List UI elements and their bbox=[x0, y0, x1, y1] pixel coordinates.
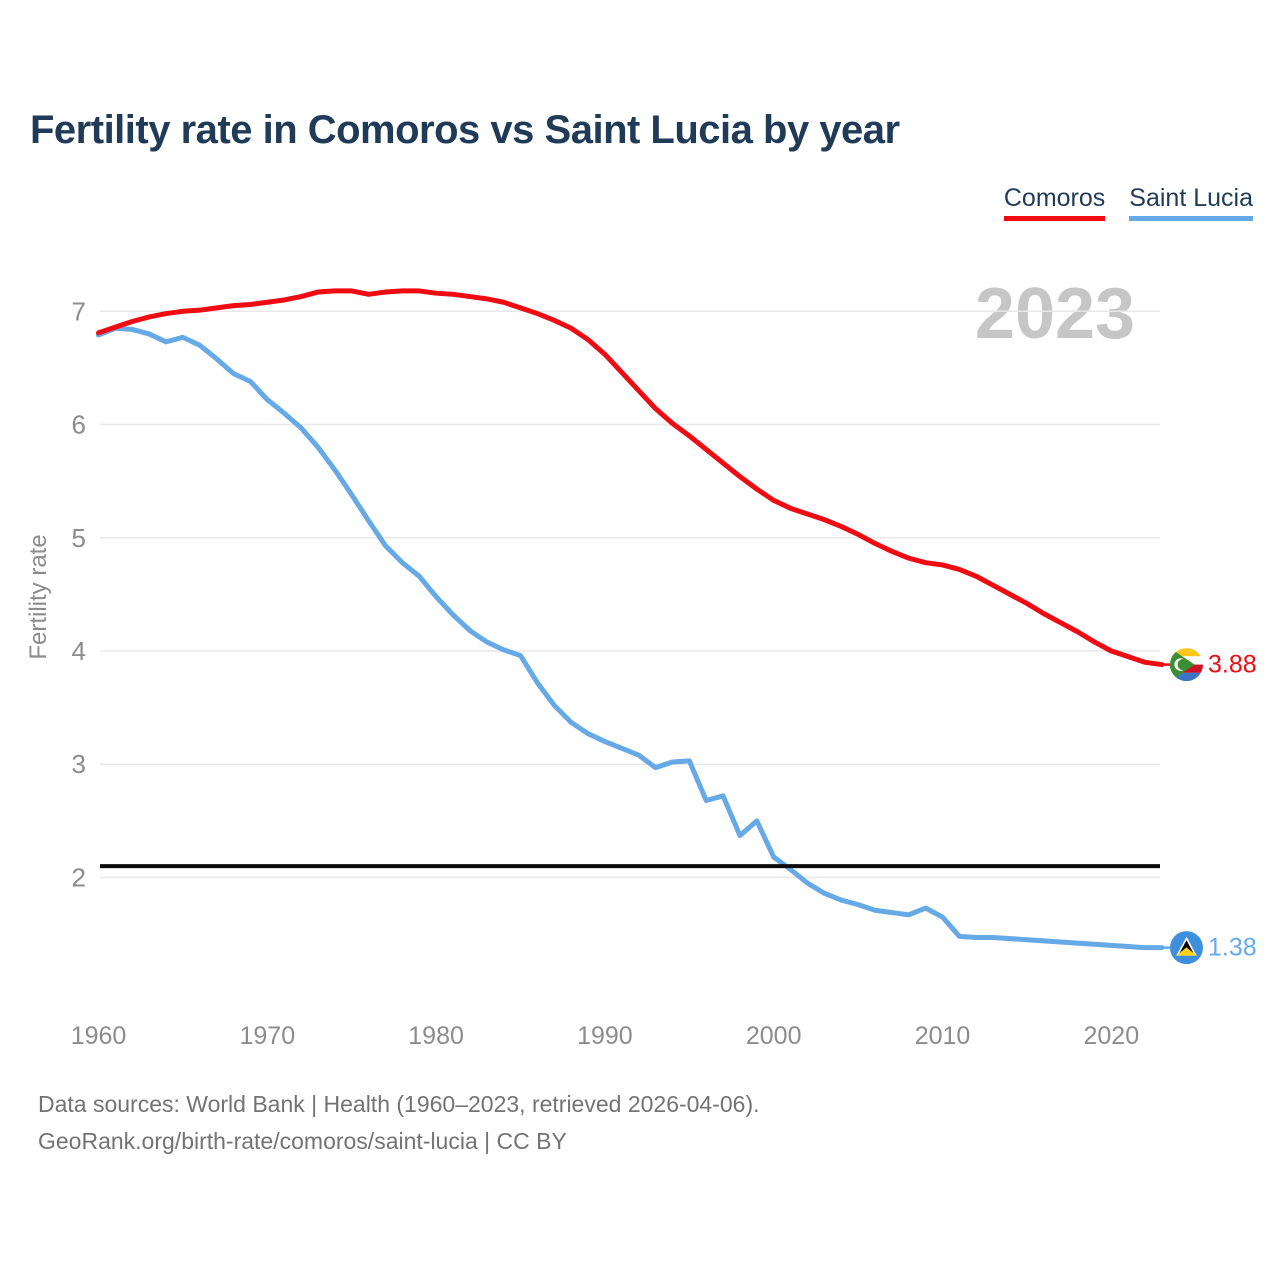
x-tick-1990: 1990 bbox=[577, 1022, 633, 1050]
saint-lucia-line bbox=[96, 325, 1165, 951]
y-tick-6: 6 bbox=[72, 410, 86, 440]
footer-line-1: Data sources: World Bank | Health (1960–… bbox=[38, 1091, 760, 1117]
x-tick-2010: 2010 bbox=[915, 1022, 971, 1050]
x-tick-1980: 1980 bbox=[408, 1022, 464, 1050]
saint-lucia-end-value: 1.38 bbox=[1208, 934, 1257, 962]
comoros-flag-icon bbox=[1170, 648, 1203, 682]
x-tick-2020: 2020 bbox=[1083, 1022, 1139, 1050]
y-tick-3: 3 bbox=[72, 749, 86, 779]
legend: Comoros Saint Lucia bbox=[1003, 184, 1253, 221]
y-axis-label: Fertility rate bbox=[25, 534, 52, 659]
y-tick-7: 7 bbox=[72, 296, 86, 326]
y-tick-5: 5 bbox=[72, 523, 86, 553]
y-tick-2: 2 bbox=[72, 862, 86, 892]
comoros-end-value: 3.88 bbox=[1208, 651, 1257, 679]
saint-lucia-flag-icon bbox=[1170, 931, 1203, 965]
data-sources: Data sources: World Bank | Health (1960–… bbox=[38, 1086, 760, 1160]
year-watermark: 2023 bbox=[975, 274, 1135, 354]
legend-item-comoros[interactable]: Comoros bbox=[1003, 184, 1106, 221]
comoros-line bbox=[96, 288, 1165, 668]
x-tick-1970: 1970 bbox=[239, 1022, 295, 1050]
page-title: Fertility rate in Comoros vs Saint Lucia… bbox=[30, 108, 900, 152]
y-tick-4: 4 bbox=[72, 636, 86, 666]
legend-item-saint-lucia[interactable]: Saint Lucia bbox=[1129, 184, 1253, 221]
footer-line-2: GeoRank.org/birth-rate/comoros/saint-luc… bbox=[38, 1128, 567, 1154]
x-tick-1960: 1960 bbox=[71, 1022, 127, 1050]
x-tick-2000: 2000 bbox=[746, 1022, 802, 1050]
